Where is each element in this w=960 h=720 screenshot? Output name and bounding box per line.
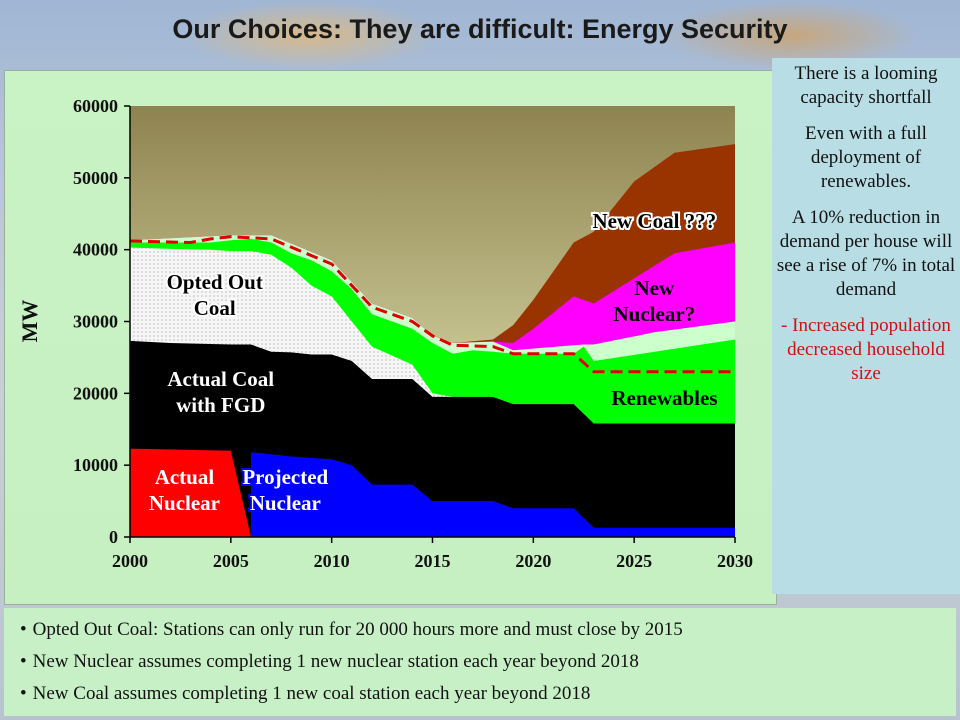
side-text-demand: A 10% reduction in demand per house will… bbox=[776, 207, 956, 300]
label-coal-fgd: Actual Coal bbox=[167, 367, 274, 391]
label-actual-nuclear: Actual bbox=[155, 465, 215, 489]
x-tick-label: 2020 bbox=[515, 551, 551, 571]
side-text-population: - Increased population decreased househo… bbox=[781, 315, 951, 384]
y-tick-label: 0 bbox=[109, 527, 118, 547]
axes: 0 10000 20000 30000 40000 50000 60000 2000 2005 2… bbox=[73, 96, 753, 571]
demand-line-group bbox=[129, 235, 735, 374]
y-tick-label: 40000 bbox=[73, 240, 118, 260]
label-opted-out-coal: Coal bbox=[194, 296, 236, 320]
label-projected-nuclear: Projected bbox=[242, 465, 328, 489]
x-tick-label: 2000 bbox=[112, 551, 148, 571]
x-tick-label: 2010 bbox=[314, 551, 350, 571]
area-actual-nuclear bbox=[130, 448, 251, 537]
y-tick-label: 50000 bbox=[73, 168, 118, 188]
label-new-nuclear: Nuclear? bbox=[614, 302, 696, 326]
label-actual-nuclear: Nuclear bbox=[149, 491, 220, 515]
side-text-renewables: Even with a full deployment of renewable… bbox=[805, 123, 927, 192]
area-projected-nuclear bbox=[251, 452, 735, 537]
label-new-coal: New Coal ??? bbox=[593, 209, 717, 233]
slide-title: Our Choices: They are difficult: Energy … bbox=[172, 14, 788, 44]
area-layers bbox=[130, 144, 735, 538]
energy-chart: 0 10000 20000 30000 40000 50000 60000 2000 2005 2… bbox=[17, 96, 753, 571]
x-tick-label: 2030 bbox=[717, 551, 753, 571]
chart-panel: 0 10000 20000 30000 40000 50000 60000 2000 2005 2… bbox=[4, 70, 777, 605]
demand-line bbox=[129, 235, 735, 374]
label-new-nuclear: New bbox=[635, 276, 675, 300]
notes-panel: Opted Out Coal: Stations can only run fo… bbox=[4, 608, 956, 716]
x-tick-label: 2025 bbox=[616, 551, 652, 571]
note-opted-out-coal: Opted Out Coal: Stations can only run fo… bbox=[20, 618, 956, 642]
label-opted-out-coal: Opted Out bbox=[167, 270, 263, 294]
y-tick-label: 20000 bbox=[73, 383, 118, 403]
note-new-nuclear: New Nuclear assumes completing 1 new nuc… bbox=[20, 650, 956, 674]
side-panel: There is a looming capacity shortfall Ev… bbox=[772, 58, 960, 594]
side-text-shortfall: There is a looming capacity shortfall bbox=[794, 63, 938, 108]
notes-list: Opted Out Coal: Stations can only run fo… bbox=[4, 618, 956, 706]
label-renewables: Renewables bbox=[611, 386, 717, 410]
y-tick-label: 30000 bbox=[73, 312, 118, 332]
x-tick-label: 2015 bbox=[415, 551, 451, 571]
note-new-coal: New Coal assumes completing 1 new coal s… bbox=[20, 682, 956, 706]
y-tick-label: 10000 bbox=[73, 455, 118, 475]
y-axis-label: MW bbox=[17, 300, 42, 343]
y-tick-label: 60000 bbox=[73, 96, 118, 116]
label-projected-nuclear: Nuclear bbox=[250, 491, 321, 515]
x-tick-label: 2005 bbox=[213, 551, 249, 571]
background-balloon-left bbox=[180, 0, 440, 70]
label-coal-fgd: with FGD bbox=[176, 393, 265, 417]
